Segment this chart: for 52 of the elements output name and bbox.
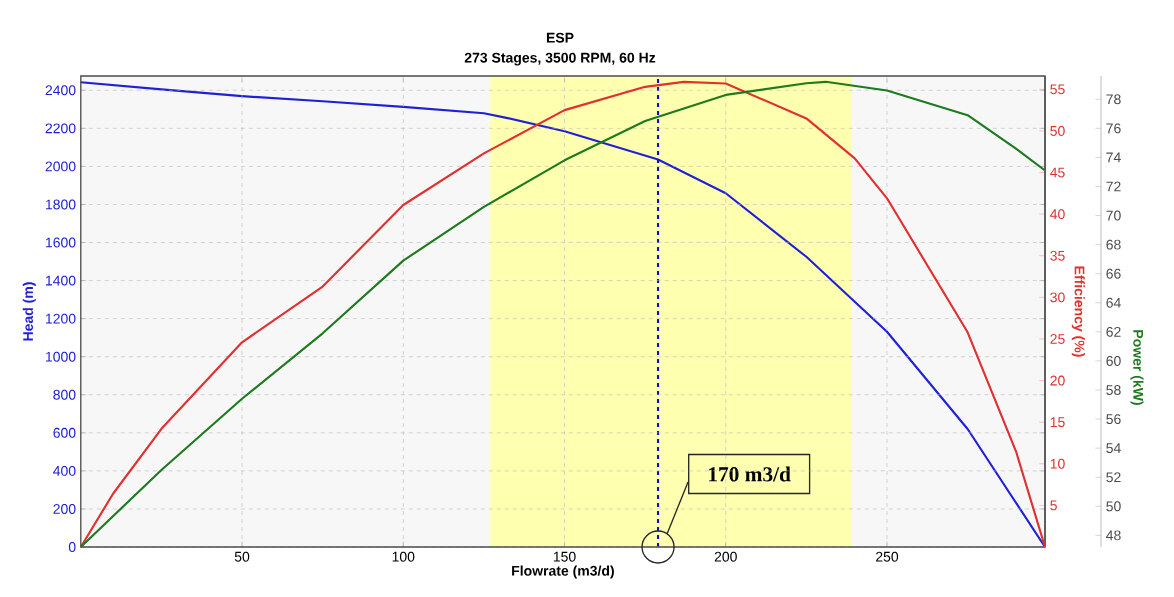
- y-tick-label: 400: [53, 465, 76, 476]
- y2-tick-label: 30: [1050, 292, 1065, 303]
- y-tick-label: 2400: [45, 85, 76, 96]
- chart-title: ESP: [546, 32, 574, 43]
- y3-tick-label: 56: [1106, 414, 1121, 425]
- x-tick-label: 200: [714, 551, 737, 562]
- y2-tick-label: 45: [1050, 167, 1065, 178]
- y3-tick-label: 48: [1106, 530, 1121, 541]
- y-tick-label: 800: [53, 389, 76, 400]
- x-tick-label: 50: [234, 551, 250, 562]
- y-tick-label: 200: [53, 503, 76, 514]
- y2-tick-label: 50: [1050, 125, 1065, 136]
- y3-tick-label: 66: [1106, 268, 1121, 279]
- y2-tick-label: 20: [1050, 375, 1065, 386]
- y-tick-label: 2000: [45, 161, 76, 172]
- y2-tick-label: 35: [1050, 250, 1065, 261]
- y3-tick-label: 70: [1106, 210, 1121, 221]
- y-tick-label: 1600: [46, 237, 76, 248]
- chart-subtitle: 273 Stages, 3500 RPM, 60 Hz: [464, 52, 656, 66]
- y-tick-label: 600: [53, 427, 76, 438]
- y-axis-title: Head (m): [22, 282, 36, 341]
- y2-tick-label: 40: [1050, 209, 1065, 220]
- y-tick-label: 0: [68, 542, 76, 552]
- y3-tick-label: 68: [1106, 239, 1121, 250]
- y3-tick-label: 74: [1106, 152, 1121, 163]
- y2-tick-label: 25: [1050, 334, 1065, 344]
- y-tick-label: 1400: [46, 275, 76, 286]
- y3-tick-label: 60: [1106, 355, 1121, 366]
- x-tick-label: 250: [876, 551, 899, 562]
- y2-tick-label: 5: [1050, 500, 1057, 511]
- ref-line-label: 170 m3/d: [709, 466, 791, 482]
- y3-tick-label: 62: [1106, 326, 1121, 337]
- x-axis-title: Flowrate (m3/d): [512, 565, 614, 579]
- y3-tick-label: 72: [1106, 181, 1121, 192]
- y3-tick-label: 78: [1106, 94, 1121, 105]
- y2-axis-title: Efficiency (%): [1071, 266, 1085, 357]
- y-tick-label: 1800: [46, 199, 76, 210]
- y3-tick-label: 64: [1106, 297, 1121, 308]
- y-tick-label: 2200: [45, 123, 76, 134]
- y-tick-label: 1200: [46, 313, 76, 324]
- y3-tick-label: 50: [1106, 501, 1121, 512]
- y3-tick-label: 58: [1106, 385, 1121, 395]
- y-tick-label: 1000: [46, 351, 76, 362]
- y3-axis-title: Power (kW): [1130, 330, 1144, 405]
- x-tick-label: 100: [392, 551, 415, 562]
- x-tick-label: 150: [553, 551, 576, 562]
- y2-tick-label: 55: [1050, 84, 1065, 95]
- y2-tick-label: 10: [1050, 458, 1065, 469]
- y3-tick-label: 52: [1106, 472, 1121, 483]
- y3-tick-label: 76: [1106, 123, 1121, 134]
- y3-tick-label: 54: [1106, 443, 1121, 454]
- y2-tick-label: 15: [1050, 417, 1065, 428]
